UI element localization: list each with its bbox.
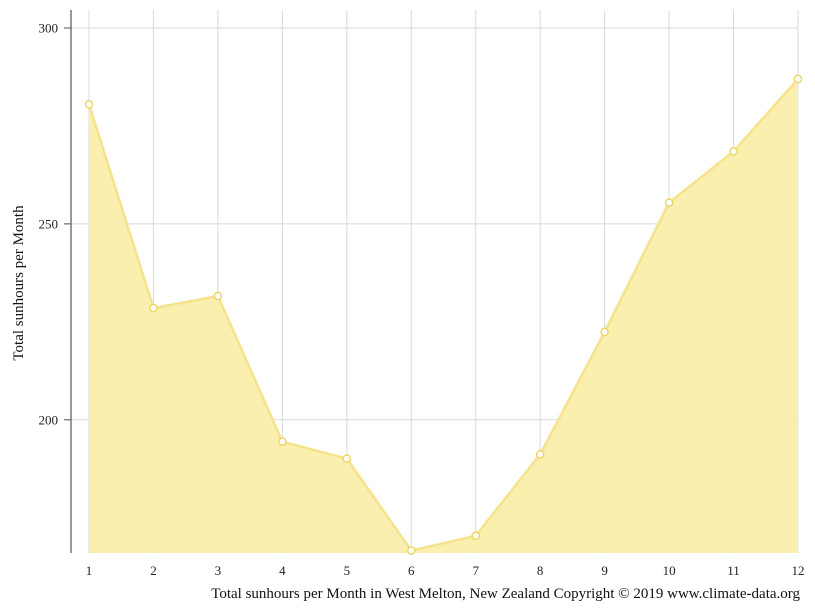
- x-tick-label-5: 5: [344, 563, 351, 578]
- x-tick-label-7: 7: [472, 563, 479, 578]
- data-points: [84, 74, 803, 555]
- x-tick-label-8: 8: [537, 563, 544, 578]
- x-tick-label-2: 2: [150, 563, 157, 578]
- x-tick-label-6: 6: [408, 563, 415, 578]
- data-point-5: [342, 454, 352, 463]
- y-tick-label-200: 200: [39, 412, 59, 427]
- data-point-11: [729, 147, 738, 156]
- data-point-8: [535, 450, 545, 459]
- data-point-2: [149, 303, 158, 313]
- x-tick-label-4: 4: [279, 563, 286, 578]
- x-tick-label-9: 9: [601, 563, 608, 578]
- y-tick-label-300: 300: [39, 21, 59, 36]
- sunhours-area: [89, 78, 798, 554]
- y-axis-ticks: 200 250 300: [39, 21, 71, 427]
- y-tick-label-250: 250: [39, 216, 59, 231]
- x-tick-label-10: 10: [663, 563, 676, 578]
- data-point-3: [213, 291, 223, 301]
- data-point-7: [471, 531, 480, 541]
- data-point-9: [600, 327, 609, 337]
- x-tick-label-11: 11: [727, 563, 740, 578]
- y-axis-title: Total sunhours per Month: [11, 205, 27, 361]
- x-tick-label-12: 12: [792, 563, 805, 578]
- data-point-1: [84, 100, 94, 109]
- data-point-6: [407, 546, 416, 555]
- chart-caption: Total sunhours per Month in West Melton,…: [211, 586, 800, 602]
- sunhours-line: [87, 78, 799, 553]
- data-point-4: [278, 437, 287, 446]
- x-axis-ticks: 1 2 3 4 5 6 7 8 9 10 11 12: [86, 563, 805, 578]
- data-point-12: [793, 74, 803, 84]
- data-point-10: [664, 198, 674, 207]
- x-tick-label-1: 1: [86, 563, 93, 578]
- x-tick-label-3: 3: [215, 563, 222, 578]
